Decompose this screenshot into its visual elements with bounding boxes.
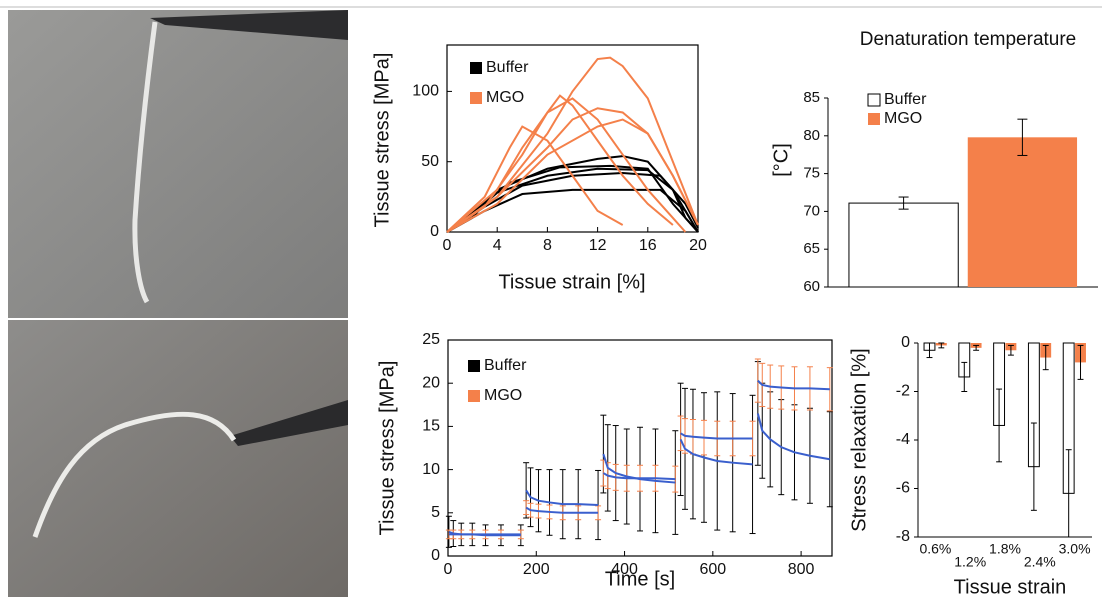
y-axis-label: Stress relaxation [%]	[848, 348, 870, 531]
y-tick-label: 65	[803, 240, 820, 257]
y-tick-label: 70	[803, 202, 820, 219]
x-tick-label: 2.4%	[1024, 554, 1056, 570]
x-tick-label: 800	[788, 561, 815, 578]
x-tick-label: 8	[543, 237, 552, 254]
y-tick-label: -8	[896, 528, 910, 545]
legend-label: Buffer	[484, 357, 527, 374]
fiber	[132, 21, 158, 304]
x-tick-label: 1.8%	[989, 541, 1021, 557]
x-axis-label: Tissue strain [%]	[498, 271, 645, 293]
chart-title: Denaturation temperature	[860, 29, 1077, 50]
y-tick-label: 0	[431, 547, 440, 564]
y-axis-label: [°C]	[770, 143, 792, 177]
y-tick-label: -4	[896, 431, 910, 448]
fiber	[32, 411, 237, 538]
y-tick-label: 15	[422, 418, 440, 435]
x-tick-label: 20	[689, 237, 707, 254]
x-tick-label: 600	[699, 561, 726, 578]
y-tick-label: 50	[421, 153, 439, 170]
photo-top	[8, 10, 348, 318]
y-tick-label: 10	[422, 461, 440, 478]
x-tick-label: 16	[639, 237, 657, 254]
x-tick-label: 3.0%	[1059, 541, 1091, 557]
y-axis-label: Tissue stress [MPa]	[371, 53, 393, 228]
stress-strain-curve	[446, 171, 699, 233]
x-tick-label: 400	[611, 561, 638, 578]
pipette	[150, 10, 348, 40]
legend-label: MGO	[484, 387, 522, 404]
y-tick-label: 60	[803, 278, 820, 295]
y-tick-label: -2	[896, 383, 910, 400]
y-axis-label: Tissue stress [MPa]	[376, 361, 398, 536]
x-tick-label: 200	[523, 561, 550, 578]
bar	[967, 137, 1078, 287]
y-tick-label: 100	[412, 83, 439, 100]
legend-label: MGO	[486, 89, 524, 106]
plot-frame	[446, 44, 699, 233]
legend-swatch	[868, 113, 880, 125]
x-tick-label: 0	[443, 237, 452, 254]
legend-swatch	[867, 93, 881, 107]
x-tick-label: 12	[589, 237, 607, 254]
legend-swatch	[470, 62, 482, 74]
x-tick-label: 0	[444, 561, 453, 578]
stress-strain-curve	[446, 94, 674, 233]
photo-background	[8, 320, 348, 597]
stress-strain-curve	[446, 118, 699, 233]
legend-swatch	[468, 360, 480, 372]
bar	[848, 202, 959, 288]
stress-strain-curve	[446, 97, 687, 233]
stress-strain-curve	[446, 56, 699, 233]
y-tick-label: 85	[803, 89, 820, 106]
x-axis-label: Tissue strain	[954, 576, 1067, 597]
mean-line	[448, 413, 830, 537]
x-tick-label: 0.6%	[919, 541, 951, 557]
y-tick-label: 25	[422, 331, 440, 348]
x-tick-label: 4	[493, 237, 502, 254]
photo-background	[8, 10, 348, 318]
stress-strain-curve	[446, 125, 624, 233]
legend-label: MGO	[884, 110, 922, 127]
x-tick-label: 1.2%	[954, 554, 986, 570]
x-axis-label: Time [s]	[605, 568, 675, 590]
legend-label: Buffer	[486, 59, 529, 76]
y-tick-label: 80	[803, 127, 820, 144]
mean-line	[448, 379, 830, 536]
y-tick-label: 75	[803, 165, 820, 182]
legend-swatch	[470, 92, 482, 104]
y-tick-label: 0	[901, 334, 910, 351]
y-tick-label: 0	[430, 223, 439, 240]
plot-frame	[447, 339, 833, 557]
y-tick-label: -6	[896, 480, 910, 497]
legend-label: Buffer	[884, 91, 927, 108]
pipette	[230, 400, 348, 446]
legend-swatch	[468, 390, 480, 402]
photo-bottom	[8, 320, 348, 597]
stress-strain-curve	[446, 164, 699, 233]
y-tick-label: 20	[422, 374, 440, 391]
y-tick-label: 5	[431, 504, 440, 521]
